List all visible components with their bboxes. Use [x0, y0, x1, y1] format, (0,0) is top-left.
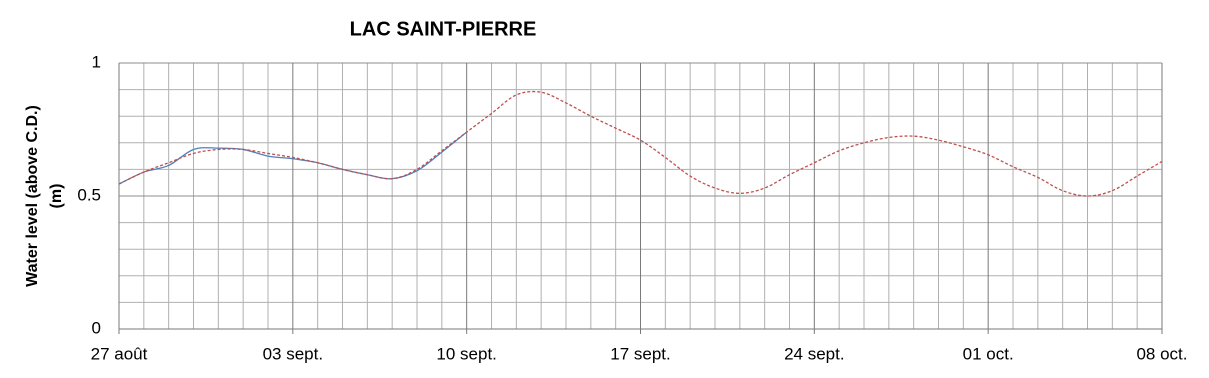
x-tick-label: 10 sept. [436, 344, 497, 363]
series-line [118, 131, 468, 185]
y-tick-label: 1 [92, 52, 101, 71]
y-axis-label: Water level (above C.D.) [24, 105, 41, 287]
x-tick-label: 24 sept. [784, 344, 845, 363]
x-tick-label: 17 sept. [610, 344, 671, 363]
x-tick-label: 27 août [91, 344, 148, 363]
y-axis-label: (m) [48, 184, 65, 209]
y-tick-label: 0 [92, 318, 101, 337]
x-tick-label: 01 oct. [963, 344, 1014, 363]
series-line [118, 90, 1163, 197]
x-tick-label: 08 oct. [1136, 344, 1187, 363]
chart-title: LAC SAINT-PIERRE [350, 18, 537, 40]
x-tick-label: 03 sept. [263, 344, 324, 363]
y-tick-label: 0.5 [77, 185, 101, 204]
